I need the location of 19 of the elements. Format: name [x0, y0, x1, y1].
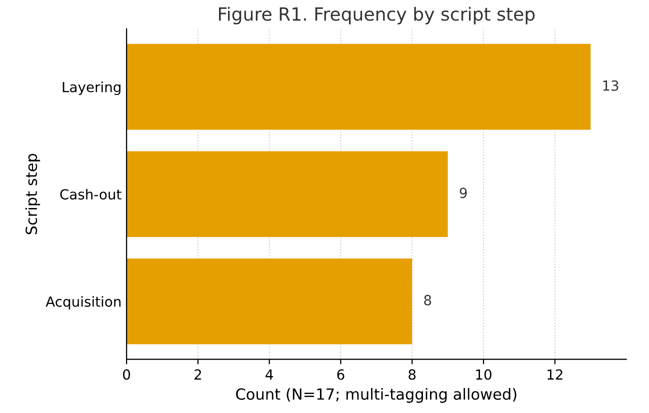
bar: [126, 151, 448, 238]
y-axis-title: Script step: [25, 154, 40, 234]
x-tick-label: 2: [194, 369, 201, 380]
data-label: 13: [603, 80, 618, 91]
x-axis-title: Count (N=17; multi-tagging allowed): [236, 388, 516, 403]
x-tick-label: 0: [123, 369, 130, 380]
data-label: 9: [460, 188, 467, 198]
x-tick-label: 4: [266, 369, 273, 380]
x-tick-label: 12: [548, 369, 562, 380]
x-tick-label: 6: [337, 369, 344, 380]
bar: [126, 44, 591, 130]
x-tick-label: 10: [476, 369, 492, 380]
y-tick-label: Cash-out: [60, 188, 122, 200]
y-tick-label: Layering: [62, 82, 120, 95]
y-tick-label: Acquisition: [46, 296, 121, 310]
chart-title: Figure R1. Frequency by script step: [219, 6, 535, 24]
data-label: 8: [424, 294, 432, 306]
x-tick-label: 8: [408, 369, 416, 380]
bar: [126, 258, 412, 344]
